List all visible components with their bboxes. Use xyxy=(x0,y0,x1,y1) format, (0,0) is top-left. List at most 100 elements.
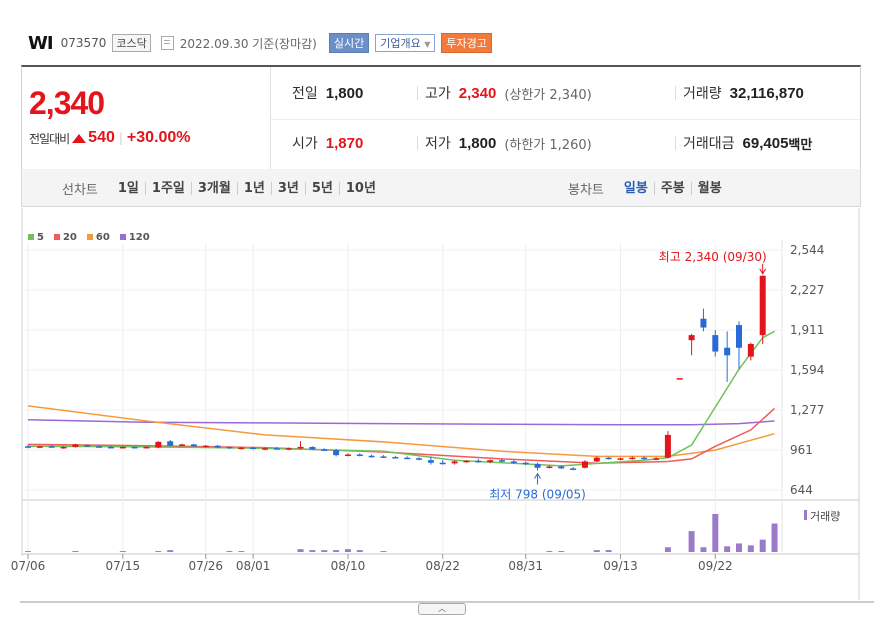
volume-bar xyxy=(25,551,31,552)
period-1y[interactable]: 1년 xyxy=(236,182,271,195)
volume-bars xyxy=(25,514,778,552)
open-price: 시가 1,870 xyxy=(292,133,363,153)
high-price: 고가 2,340 (상한가 2,340) xyxy=(425,83,592,103)
company-overview-button[interactable]: 기업개요 ▼ xyxy=(375,34,436,52)
y-tick-label: 1,277 xyxy=(790,403,824,417)
line-chart-group: 선차트 1일 1주일 3개월 1년 3년 5년 10년 xyxy=(62,179,382,198)
candle xyxy=(72,443,79,448)
candle-body xyxy=(416,458,423,460)
candle-daily[interactable]: 일봉 xyxy=(623,181,648,196)
candle xyxy=(190,443,197,447)
expand-handle[interactable]: ︿ xyxy=(418,603,466,615)
candle xyxy=(676,378,683,380)
candle-monthly[interactable]: 월봉 xyxy=(690,182,728,195)
candle xyxy=(155,441,162,449)
candle xyxy=(96,445,103,448)
volume-bar xyxy=(736,543,742,552)
prev-close: 전일 1,800 xyxy=(292,83,363,103)
upper-limit: (상한가 2,340) xyxy=(504,87,592,103)
up-arrow-icon xyxy=(72,133,87,143)
investment-warning-badge: 투자경고 xyxy=(441,33,492,53)
amount-label: 거래대금 xyxy=(683,136,735,152)
period-1w[interactable]: 1주일 xyxy=(144,182,191,195)
divider xyxy=(417,136,418,150)
period-3m[interactable]: 3개월 xyxy=(190,182,237,195)
legend-ma5-label: 5 xyxy=(37,232,44,243)
candle-body xyxy=(344,454,351,457)
candle xyxy=(712,330,719,357)
candle-body xyxy=(392,457,399,459)
y-tick-label: 2,227 xyxy=(790,283,824,297)
divider xyxy=(675,86,676,100)
period-3y[interactable]: 3년 xyxy=(270,182,305,195)
volume-bar xyxy=(167,550,174,552)
legend-ma60-label: 60 xyxy=(95,232,110,243)
volume-bar xyxy=(226,551,233,552)
candle xyxy=(273,446,280,450)
change-percent: +30.00% xyxy=(126,129,191,146)
candle-body xyxy=(463,460,470,463)
candle-chart-group: 봉차트 일봉 주봉 월봉 xyxy=(568,179,728,198)
volume-legend-swatch xyxy=(804,510,807,520)
candle-body xyxy=(60,446,67,449)
candle-body xyxy=(427,460,434,463)
candle xyxy=(179,443,186,447)
candle-body xyxy=(309,446,316,450)
legend-ma120-label: 120 xyxy=(128,232,150,243)
candle xyxy=(356,453,363,457)
change-value: 540 xyxy=(88,129,115,146)
period-10y[interactable]: 10년 xyxy=(338,182,382,195)
ma5-line xyxy=(27,330,775,467)
chart-grid xyxy=(20,208,874,603)
candle-body xyxy=(167,441,174,446)
candle-body xyxy=(688,335,695,341)
candle-body xyxy=(238,447,245,450)
ma120-line xyxy=(27,419,775,426)
candle-body xyxy=(605,457,612,460)
lower-limit: (하한가 1,260) xyxy=(504,137,592,153)
realtime-button[interactable]: 실시간 xyxy=(328,33,370,53)
volume-bar xyxy=(759,539,766,552)
volume-bar xyxy=(700,547,707,552)
x-tick-label: 08/10 xyxy=(331,559,366,573)
candle-body xyxy=(356,454,363,457)
candle xyxy=(131,446,138,449)
candle-chart-label: 봉차트 xyxy=(568,183,604,198)
candle xyxy=(36,445,43,449)
volume-bar xyxy=(724,546,731,552)
candle-body xyxy=(534,463,541,468)
x-tick-label: 08/22 xyxy=(425,559,460,573)
candle-body xyxy=(664,434,671,458)
candle-body xyxy=(451,461,458,464)
candle xyxy=(451,460,458,465)
candle-body xyxy=(747,343,754,357)
volume-bar xyxy=(309,550,316,552)
chevron-up-icon: ︿ xyxy=(438,604,446,613)
low-label: 저가 xyxy=(425,136,451,152)
y-tick-label: 1,911 xyxy=(790,323,824,337)
period-5y[interactable]: 5년 xyxy=(304,182,339,195)
low-value: 1,800 xyxy=(458,134,497,152)
price-change: 전일대비 540 | +30.00% xyxy=(29,129,191,147)
volume: 거래량 32,116,870 xyxy=(683,83,804,103)
candle xyxy=(321,448,328,451)
candle xyxy=(534,462,541,471)
min-arrow-head xyxy=(534,472,541,479)
period-1d[interactable]: 1일 xyxy=(117,181,139,196)
x-tick-label: 09/22 xyxy=(698,559,733,573)
candle-body xyxy=(72,444,79,447)
candle-body xyxy=(487,460,494,463)
candle-body xyxy=(96,446,103,448)
max-arrow-head xyxy=(759,268,767,275)
candle xyxy=(759,275,766,344)
candle xyxy=(581,460,588,469)
candle xyxy=(297,441,304,450)
candle xyxy=(119,446,126,449)
candle xyxy=(641,456,648,460)
volume-value: 32,116,870 xyxy=(729,84,804,102)
candle-weekly[interactable]: 주봉 xyxy=(653,182,691,195)
candle-body xyxy=(226,446,233,449)
candle-body xyxy=(285,448,292,450)
candle xyxy=(487,459,494,464)
candle xyxy=(688,333,695,356)
